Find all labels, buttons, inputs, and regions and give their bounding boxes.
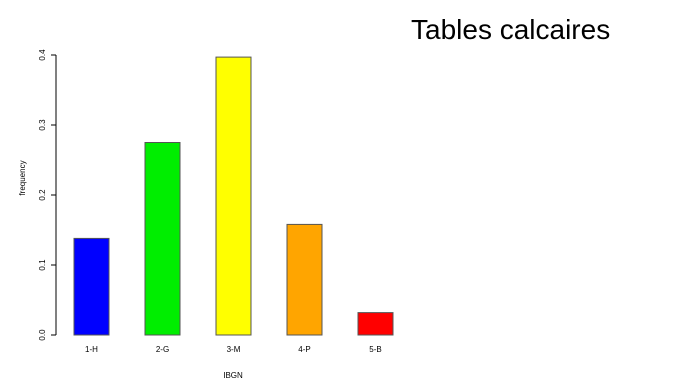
chart-title: Tables calcaires	[411, 14, 611, 45]
bar-1-H	[73, 237, 110, 336]
x-tick-labels: 1-H 2-G 3-M 4-P 5-B	[85, 345, 382, 354]
x-tick-label: 3-M	[227, 345, 241, 354]
bar-4-P	[286, 223, 323, 336]
y-tick-label: 0.1	[38, 259, 47, 271]
y-tick-label: 0.0	[38, 329, 47, 341]
x-tick-label: 2-G	[156, 345, 169, 354]
bars	[73, 56, 394, 336]
bar-5-B	[357, 312, 394, 336]
bar-2-G	[144, 142, 181, 336]
x-tick-label: 1-H	[85, 345, 98, 354]
y-axis-label: frequency	[18, 160, 27, 195]
x-tick-label: 4-P	[298, 345, 310, 354]
y-tick-label: 0.3	[38, 119, 47, 131]
y-tick-label: 0.4	[38, 49, 47, 61]
y-axis: 0.0 0.1 0.2 0.3 0.4	[38, 49, 57, 341]
bar-3-M	[215, 56, 252, 336]
x-axis-label: IBGN	[223, 371, 243, 380]
x-tick-label: 5-B	[369, 345, 381, 354]
y-tick-label: 0.2	[38, 189, 47, 201]
